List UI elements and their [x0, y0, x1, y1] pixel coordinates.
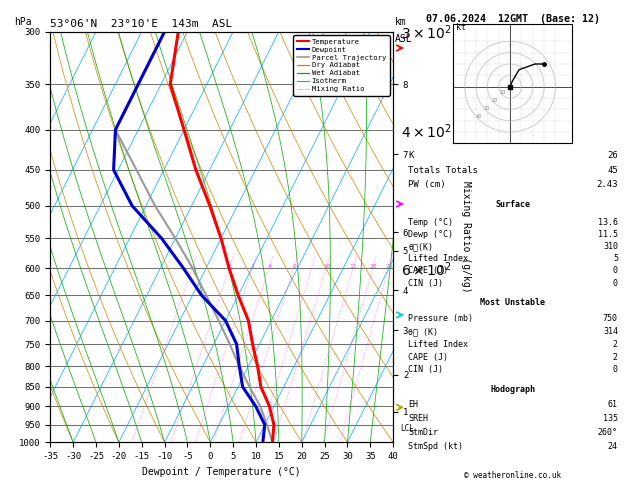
Text: 750: 750 — [603, 314, 618, 323]
Text: 13.6: 13.6 — [598, 218, 618, 227]
Text: 26: 26 — [607, 151, 618, 160]
Text: 5: 5 — [613, 254, 618, 263]
Text: 260°: 260° — [598, 428, 618, 436]
Text: 3: 3 — [251, 264, 255, 269]
Text: θᴇ(K): θᴇ(K) — [408, 242, 433, 251]
Text: Totals Totals: Totals Totals — [408, 166, 478, 175]
Text: Lifted Index: Lifted Index — [408, 254, 468, 263]
Text: CAPE (J): CAPE (J) — [408, 352, 448, 362]
Text: hPa: hPa — [14, 17, 32, 27]
Text: 61: 61 — [608, 399, 618, 409]
Text: Hodograph: Hodograph — [491, 385, 535, 394]
Text: 53°06'N  23°10'E  143m  ASL: 53°06'N 23°10'E 143m ASL — [50, 19, 233, 30]
Text: 1: 1 — [191, 264, 194, 269]
Text: CAPE (J): CAPE (J) — [408, 266, 448, 276]
Text: 0: 0 — [613, 266, 618, 276]
Text: 45: 45 — [607, 166, 618, 175]
Text: StmDir: StmDir — [408, 428, 438, 436]
Y-axis label: Mixing Ratio (g/kg): Mixing Ratio (g/kg) — [461, 181, 471, 293]
Text: Dewp (°C): Dewp (°C) — [408, 230, 453, 239]
Text: θᴇ (K): θᴇ (K) — [408, 327, 438, 336]
Text: Pressure (mb): Pressure (mb) — [408, 314, 473, 323]
X-axis label: Dewpoint / Temperature (°C): Dewpoint / Temperature (°C) — [142, 467, 301, 477]
Text: 2: 2 — [228, 264, 231, 269]
Text: ASL: ASL — [395, 34, 413, 44]
Text: 2.43: 2.43 — [596, 180, 618, 190]
Text: 2: 2 — [613, 340, 618, 349]
Text: PW (cm): PW (cm) — [408, 180, 445, 190]
Text: 25: 25 — [385, 264, 392, 269]
Text: 10: 10 — [323, 264, 330, 269]
Text: Most Unstable: Most Unstable — [481, 298, 545, 308]
Text: 30: 30 — [484, 106, 490, 111]
Text: 10: 10 — [499, 90, 506, 95]
Text: 6: 6 — [292, 264, 296, 269]
Text: 310: 310 — [603, 242, 618, 251]
Text: 4: 4 — [267, 264, 271, 269]
Text: 2: 2 — [613, 352, 618, 362]
Text: 11.5: 11.5 — [598, 230, 618, 239]
Text: CIN (J): CIN (J) — [408, 278, 443, 288]
Text: 0: 0 — [613, 278, 618, 288]
Text: 07.06.2024  12GMT  (Base: 12): 07.06.2024 12GMT (Base: 12) — [426, 14, 600, 24]
Text: 15: 15 — [350, 264, 357, 269]
Legend: Temperature, Dewpoint, Parcel Trajectory, Dry Adiabat, Wet Adiabat, Isotherm, Mi: Temperature, Dewpoint, Parcel Trajectory… — [294, 35, 389, 96]
Text: km: km — [395, 17, 406, 27]
Text: Temp (°C): Temp (°C) — [408, 218, 453, 227]
Text: LCL: LCL — [400, 424, 414, 433]
Text: 20: 20 — [492, 98, 498, 103]
Text: EH: EH — [408, 399, 418, 409]
Text: CIN (J): CIN (J) — [408, 365, 443, 374]
Text: Surface: Surface — [496, 200, 530, 209]
Text: 135: 135 — [603, 414, 618, 423]
Text: kt: kt — [455, 23, 465, 32]
Text: 314: 314 — [603, 327, 618, 336]
Text: 24: 24 — [608, 442, 618, 451]
Text: © weatheronline.co.uk: © weatheronline.co.uk — [464, 471, 562, 480]
Text: StmSpd (kt): StmSpd (kt) — [408, 442, 463, 451]
Text: 40: 40 — [476, 114, 482, 119]
Text: SREH: SREH — [408, 414, 428, 423]
Text: K: K — [408, 151, 413, 160]
Text: Lifted Index: Lifted Index — [408, 340, 468, 349]
Text: 20: 20 — [369, 264, 377, 269]
Text: 0: 0 — [613, 365, 618, 374]
